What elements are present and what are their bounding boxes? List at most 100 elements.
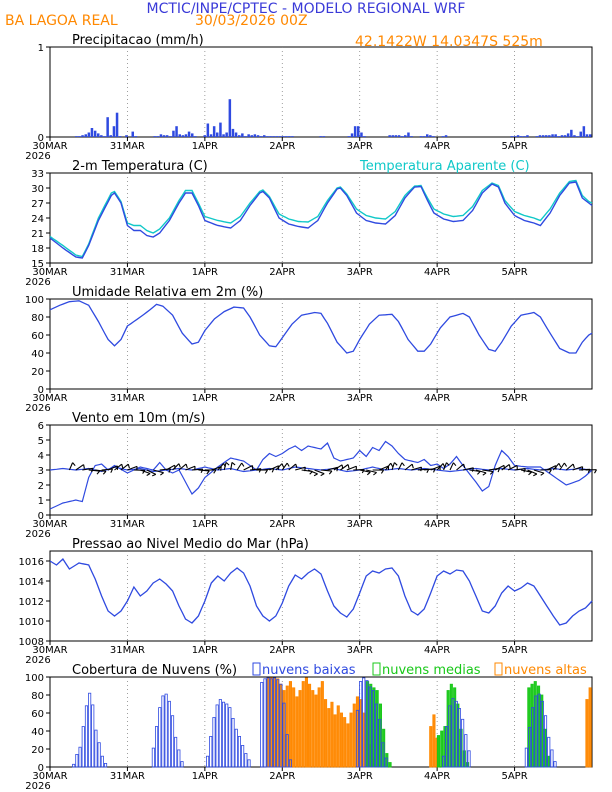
y-tick-label: 60 bbox=[31, 331, 44, 342]
x-year-label: 2026 bbox=[25, 655, 50, 666]
cloud-low-bar bbox=[78, 746, 82, 768]
wind-barb bbox=[198, 469, 210, 472]
cloud-low-bar bbox=[457, 708, 461, 768]
wind-barb bbox=[546, 465, 557, 471]
cloud-low-bar bbox=[368, 686, 372, 768]
wind-barb-flag bbox=[320, 473, 325, 477]
legend-nuvens-baixas: nuvens baixas bbox=[262, 663, 356, 678]
x-tick-label: 30MAR bbox=[32, 645, 67, 656]
precip-bar bbox=[588, 134, 592, 137]
wind-barb-flag bbox=[594, 469, 597, 474]
x-tick-label: 31MAR bbox=[110, 141, 145, 152]
precip-bar bbox=[554, 134, 557, 137]
wind-barb bbox=[75, 464, 84, 471]
precip-bar bbox=[159, 134, 163, 137]
cloud-low-bar bbox=[247, 759, 251, 768]
wind-barb bbox=[359, 469, 371, 473]
cloud-mid-bar bbox=[388, 762, 392, 768]
wind-barb bbox=[565, 463, 574, 471]
x-tick-label: 3APR bbox=[347, 267, 373, 278]
y-tick-label: 100 bbox=[25, 295, 44, 306]
cloud-low-bar bbox=[279, 683, 283, 768]
wind-barb bbox=[443, 462, 448, 471]
precip-bar bbox=[419, 136, 423, 137]
precip-bar bbox=[97, 133, 100, 137]
precip-bar bbox=[100, 135, 103, 137]
precip-bar bbox=[566, 133, 570, 137]
y-tick-label: 1010 bbox=[19, 617, 44, 628]
x-tick-label: 2APR bbox=[269, 771, 295, 782]
location-label: BA LAGOA REAL bbox=[5, 13, 118, 29]
precip-bar bbox=[115, 112, 119, 137]
cloud-low-bar bbox=[534, 695, 538, 768]
cloud-low-bar bbox=[231, 718, 235, 768]
y-tick-label: 40 bbox=[31, 727, 44, 738]
wind-barb bbox=[572, 466, 583, 471]
wind-barb-flag bbox=[121, 464, 124, 469]
wind-barb-flag bbox=[347, 464, 350, 469]
cloud-low-bar bbox=[205, 755, 210, 768]
y-tick-label: 27 bbox=[31, 199, 44, 210]
cloud-low-bar bbox=[84, 705, 89, 768]
x-tick-label: 1APR bbox=[192, 771, 218, 782]
cloud-low-bar bbox=[263, 678, 267, 768]
precip-bar bbox=[538, 135, 542, 137]
precip-bar bbox=[350, 133, 354, 137]
precip-bar bbox=[404, 135, 407, 137]
cloud-low-bar bbox=[451, 698, 455, 768]
wind-barb-flag bbox=[127, 464, 130, 469]
panel-frame bbox=[49, 298, 593, 390]
wind-barb bbox=[501, 464, 510, 471]
wind-barb bbox=[275, 463, 283, 471]
panel-title: Cobertura de Nuvens (%) bbox=[72, 663, 237, 678]
wind-barb bbox=[249, 468, 261, 471]
y-tick-label: 20 bbox=[31, 367, 44, 378]
wind-barb-flag bbox=[225, 461, 230, 466]
cloud-low-bar bbox=[461, 718, 465, 768]
cloud-low-bar bbox=[544, 715, 548, 768]
precip-bar bbox=[253, 134, 257, 137]
precip-bar bbox=[288, 136, 291, 137]
panel-title: Vento em 10m (m/s) bbox=[72, 411, 205, 426]
x-tick-label: 31MAR bbox=[110, 267, 145, 278]
wind-barb-flag bbox=[295, 463, 298, 469]
precip-bar bbox=[238, 135, 241, 137]
wind-barb-flag bbox=[160, 472, 164, 476]
wind-barb-flag bbox=[482, 472, 487, 476]
precip-bar bbox=[134, 136, 138, 137]
cloud-low-bar bbox=[454, 700, 458, 768]
x-tick-label: 2APR bbox=[269, 645, 295, 656]
precip-bar bbox=[244, 136, 247, 137]
precip-bar bbox=[112, 126, 116, 137]
x-tick-label: 5APR bbox=[501, 645, 527, 656]
precip-bar bbox=[118, 136, 122, 137]
precip-bar bbox=[165, 135, 169, 137]
wind-barb-flag bbox=[213, 469, 217, 474]
y-tick-label: 1 bbox=[38, 496, 44, 507]
x-year-label: 2026 bbox=[25, 529, 50, 540]
cloud-high-bar bbox=[349, 712, 353, 768]
y-tick-label: 15 bbox=[31, 259, 44, 270]
cloud-low-bar bbox=[464, 734, 468, 768]
x-tick-label: 31MAR bbox=[110, 519, 145, 530]
wind-barb bbox=[482, 469, 494, 473]
wind-barb bbox=[120, 463, 129, 471]
precip-bar bbox=[162, 135, 166, 137]
panel-title: 2-m Temperatura (C) bbox=[72, 159, 208, 174]
wind-barb bbox=[462, 467, 474, 471]
precip-bar bbox=[576, 136, 579, 137]
precip-bar bbox=[322, 136, 326, 137]
precip-bar bbox=[184, 134, 188, 137]
precip-bar bbox=[422, 136, 426, 137]
precip-bar bbox=[212, 126, 216, 137]
precip-bar bbox=[272, 136, 275, 137]
wind-barb-flag bbox=[151, 473, 157, 477]
wind-barb-flag bbox=[477, 471, 481, 475]
cloud-low-bar bbox=[285, 734, 289, 768]
precip-bar bbox=[510, 136, 513, 137]
precip-bar bbox=[291, 136, 294, 137]
precip-bar bbox=[216, 132, 219, 137]
precip-bar bbox=[90, 128, 94, 137]
precip-bar bbox=[225, 132, 228, 137]
wind-line-a bbox=[49, 440, 593, 510]
